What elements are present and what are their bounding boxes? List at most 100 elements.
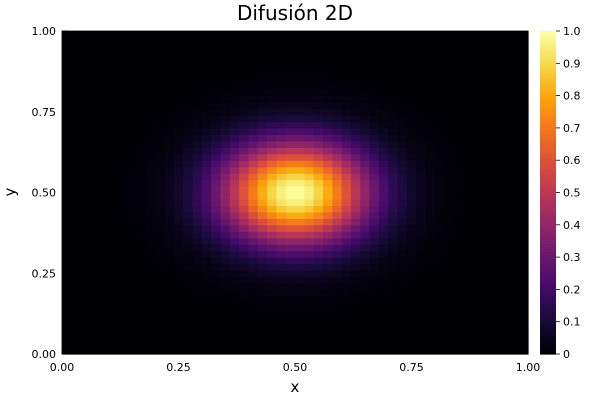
heatmap-cell <box>71 43 82 51</box>
heatmap-cell <box>360 50 371 58</box>
heatmap-cell <box>434 334 445 342</box>
heatmap-cell <box>117 56 128 64</box>
heatmap-cell <box>164 69 175 77</box>
heatmap-cell <box>192 347 203 355</box>
heatmap-cell <box>71 276 82 284</box>
heatmap-cell <box>500 166 510 174</box>
heatmap-cell <box>500 211 510 219</box>
heatmap-cell <box>267 31 277 39</box>
heatmap-cell <box>444 56 455 64</box>
heatmap-cell <box>164 134 175 142</box>
colorbar-tick-label: 0.3 <box>563 251 581 264</box>
heatmap-cell <box>267 237 277 245</box>
heatmap-cell <box>490 56 501 64</box>
heatmap-cell <box>332 147 343 155</box>
heatmap-cell <box>117 308 128 316</box>
heatmap-cell <box>332 192 343 200</box>
heatmap-cell <box>99 37 110 45</box>
heatmap-cell <box>220 166 231 174</box>
heatmap-cell <box>472 89 482 97</box>
heatmap-cell <box>155 276 166 284</box>
heatmap-cell <box>341 63 352 71</box>
heatmap-cell <box>378 218 389 226</box>
heatmap-cell <box>220 69 231 77</box>
heatmap-cell <box>229 218 240 226</box>
heatmap-cell <box>304 102 315 110</box>
heatmap-cell <box>295 302 305 310</box>
heatmap-cell <box>406 89 417 97</box>
heatmap-cell <box>332 173 343 181</box>
heatmap-cell <box>481 308 492 316</box>
heatmap-cell <box>127 237 138 245</box>
heatmap-cell <box>192 69 203 77</box>
heatmap-cell <box>145 102 156 110</box>
heatmap-cell <box>406 224 417 232</box>
heatmap-cell <box>267 160 277 168</box>
heatmap-cell <box>360 218 371 226</box>
heatmap-cell <box>453 270 464 278</box>
heatmap-cell <box>276 237 287 245</box>
heatmap-cell <box>397 282 408 290</box>
heatmap-cell <box>295 192 305 200</box>
heatmap-cell <box>341 244 352 252</box>
heatmap-cell <box>145 237 156 245</box>
heatmap-cell <box>145 315 156 323</box>
heatmap-cell <box>313 218 324 226</box>
heatmap-cell <box>453 250 464 258</box>
heatmap-cell <box>248 321 259 329</box>
heatmap-cell <box>248 56 259 64</box>
heatmap-cell <box>490 263 501 271</box>
heatmap-cell <box>360 224 371 232</box>
heatmap-cell <box>453 231 464 239</box>
heatmap-cell <box>211 334 222 342</box>
heatmap-cell <box>490 76 501 84</box>
heatmap-cell <box>518 50 529 58</box>
heatmap-cell <box>117 263 128 271</box>
heatmap-cell <box>397 76 408 84</box>
heatmap-cell <box>183 231 194 239</box>
heatmap-cell <box>99 347 110 355</box>
heatmap-cell <box>406 160 417 168</box>
heatmap-cell <box>80 205 91 213</box>
colorbar-swatch <box>540 122 556 126</box>
heatmap-cell <box>285 224 296 232</box>
heatmap-cell <box>229 192 240 200</box>
heatmap-cell <box>89 43 100 51</box>
heatmap-cell <box>257 160 268 168</box>
heatmap-cell <box>155 186 166 194</box>
heatmap-cell <box>472 160 482 168</box>
heatmap-cell <box>322 43 333 51</box>
heatmap-cell <box>332 282 343 290</box>
heatmap-cell <box>416 347 427 355</box>
heatmap-cell <box>509 270 520 278</box>
heatmap-cell <box>267 121 277 129</box>
heatmap-cell <box>378 69 389 77</box>
colorbar-swatch <box>540 76 556 81</box>
heatmap-cell <box>220 231 231 239</box>
heatmap-cell <box>201 205 212 213</box>
heatmap-cell <box>80 147 91 155</box>
heatmap-cell <box>341 114 352 123</box>
heatmap-cell <box>155 295 166 303</box>
heatmap-cell <box>71 334 82 342</box>
heatmap-cell <box>127 231 138 239</box>
heatmap-cell <box>285 276 296 284</box>
heatmap-cell <box>416 295 427 303</box>
heatmap-cell <box>360 205 371 213</box>
heatmap-cell <box>89 244 100 252</box>
heatmap-cell <box>350 82 361 90</box>
heatmap-cell <box>360 341 371 349</box>
heatmap-cell <box>490 114 501 123</box>
heatmap-cell <box>322 347 333 355</box>
heatmap-cell <box>434 302 445 310</box>
heatmap-cell <box>350 276 361 284</box>
heatmap-cell <box>388 140 399 148</box>
colorbar-swatch <box>540 235 556 239</box>
colorbar-swatch <box>540 251 556 256</box>
heatmap-cell <box>388 244 399 252</box>
heatmap-cell <box>145 211 156 219</box>
heatmap-cell <box>127 121 138 129</box>
heatmap-cell <box>164 127 175 135</box>
heatmap-cell <box>239 31 249 39</box>
heatmap-cell <box>164 224 175 232</box>
